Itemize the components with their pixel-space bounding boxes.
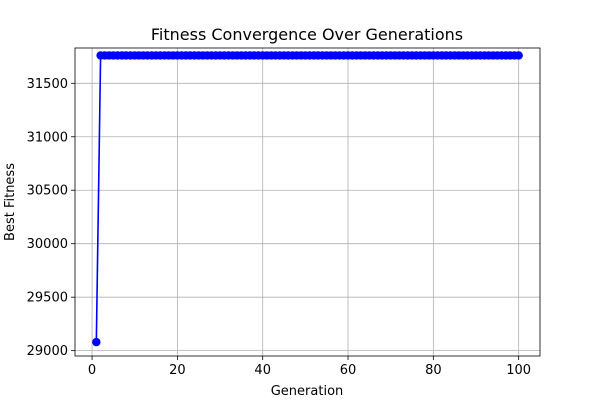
x-axis-label: Generation	[271, 384, 344, 399]
y-tick-label: 31500	[27, 77, 68, 92]
y-tick-label: 30500	[27, 184, 68, 199]
y-axis: 29000 29500 30000 30500 31000 31500	[27, 77, 75, 359]
chart-title: Fitness Convergence Over Generations	[151, 25, 463, 44]
y-tick-label: 29000	[27, 344, 68, 359]
data-point	[92, 337, 101, 347]
x-tick-label: 100	[506, 363, 531, 378]
x-tick-label: 0	[88, 363, 96, 378]
x-tick-label: 40	[254, 363, 271, 378]
plot-frame	[74, 47, 541, 357]
series-best-fitness	[92, 51, 523, 347]
y-tick-label: 29500	[27, 291, 68, 306]
x-tick-label: 80	[425, 363, 442, 378]
grid	[75, 48, 540, 356]
x-tick-label: 60	[340, 363, 357, 378]
data-point	[514, 51, 523, 60]
y-axis-label: Best Fitness	[3, 163, 18, 241]
y-tick-label: 31000	[27, 130, 68, 145]
y-tick-label: 30000	[27, 237, 68, 252]
x-tick-label: 20	[169, 363, 186, 378]
x-axis: 0 20 40 60 80 100	[88, 356, 531, 378]
